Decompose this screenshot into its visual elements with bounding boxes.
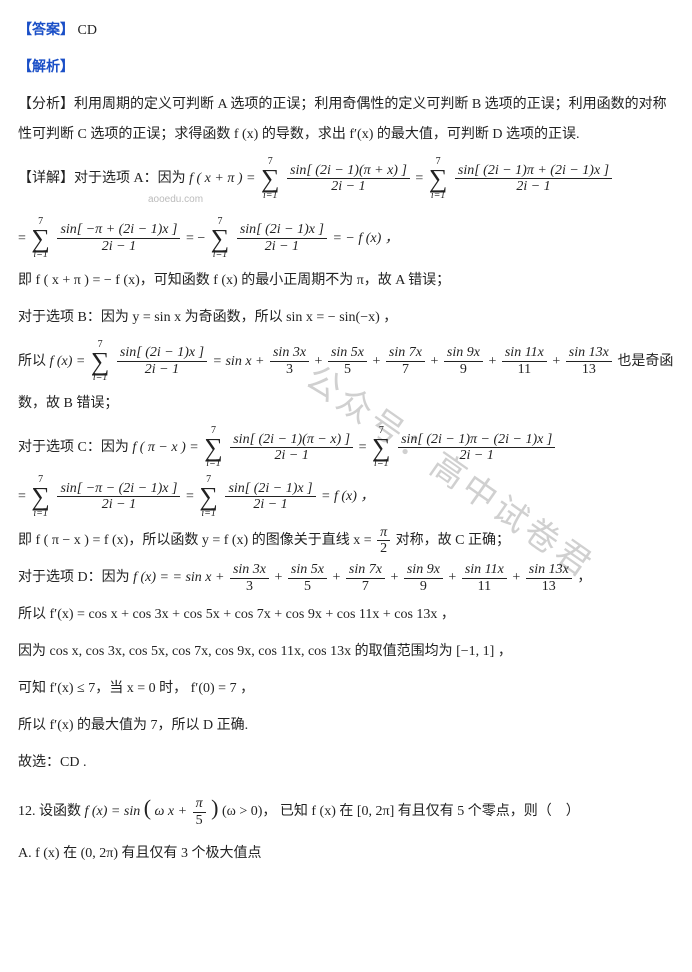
answer-value: CD [78,23,97,38]
frac-c4: sin[ (2i − 1)x ]2i − 1 [225,481,315,513]
xiangjie-label: 【详解】 [18,171,74,186]
q12-option-a: A. f (x) 在 (0, 2π) 有且仅有 3 个极大值点 [18,839,674,870]
opt-d-deriv: 所以 f′(x) = cos x + cos 3x + cos 5x + cos… [18,600,674,631]
sum-icon: 7∑i=1 [31,475,50,518]
opt-b-lead: 对于选项 B：因为 y = sin x 为奇函数，所以 sin x = − si… [18,303,674,334]
opt-a-lead: 对于选项 A：因为 [74,171,189,186]
opt-c-conclusion: 即 f ( π − x ) = f (x)，所以函数 y = f (x) 的图像… [18,525,674,557]
opt-a-lhs: f ( x + π ) = [189,171,255,186]
answer-line: 【答案】 CD [18,16,674,47]
sum-icon: 7∑i=1 [199,475,218,518]
opt-a-tail: = − f (x) ， [332,231,398,246]
sum-icon: 7∑i=1 [91,340,110,383]
option-a-line1: 【详解】对于选项 A：因为 f ( x + π ) = 7∑i=1 sin[ (… [18,157,674,200]
option-c-line2: = 7∑i=1 sin[ −π − (2i − 1)x ]2i − 1 = 7∑… [18,475,674,518]
fenxi-block: 【分析】利用周期的定义可判断 A 选项的正误；利用奇偶性的定义可判断 B 选项的… [18,90,674,152]
opt-b-conclusion: 数，故 B 错误； [18,389,674,420]
opt-d-lead: 对于选项 D：因为 f (x) = = sin x + sin 3x3 + si… [18,562,674,594]
final-answer: 故选：CD . [18,748,674,779]
answer-label: 【答案】 [18,23,74,38]
opt-a-conclusion: 即 f ( x + π ) = − f (x)，可知函数 f (x) 的最小正周… [18,266,674,297]
sum-icon: 7∑i=1 [204,426,223,469]
sum-icon: 7∑i=1 [211,217,230,260]
frac-a3: sin[ −π + (2i − 1)x ]2i − 1 [57,222,180,254]
frac-c1: sin[ (2i − 1)(π − x) ]2i − 1 [230,432,353,464]
opt-d-range: 因为 cos x, cos 3x, cos 5x, cos 7x, cos 9x… [18,637,674,668]
jiexi-label: 【解析】 [18,53,674,84]
opt-d-bound: 可知 f′(x) ≤ 7，当 x = 0 时， f′(0) = 7 ， [18,674,674,705]
sum-icon: 7∑i=1 [31,217,50,260]
sum-icon: 7∑i=1 [372,426,391,469]
frac-a4: sin[ (2i − 1)x ]2i − 1 [237,222,327,254]
frac-a2: sin[ (2i − 1)π + (2i − 1)x ]2i − 1 [455,163,612,195]
frac-c2: sin[ (2i − 1)π − (2i − 1)x ]2i − 1 [398,432,555,464]
frac-c3: sin[ −π − (2i − 1)x ]2i − 1 [57,481,180,513]
frac-a1: sin[ (2i − 1)(π + x) ]2i − 1 [287,163,410,195]
sum-icon: 7∑i=1 [429,157,448,200]
fenxi-label: 【分析】 [18,97,74,112]
opt-b-expand: 所以 f (x) = 7∑i=1 sin[ (2i − 1)x ]2i − 1 … [18,340,674,383]
frac-b: sin[ (2i − 1)x ]2i − 1 [117,345,207,377]
sum-icon: 7∑i=1 [261,157,280,200]
opt-d-conclusion: 所以 f′(x) 的最大值为 7，所以 D 正确. [18,711,674,742]
fenxi-text: 利用周期的定义可判断 A 选项的正误；利用奇偶性的定义可判断 B 选项的正误；利… [18,97,667,143]
option-a-line2: = 7∑i=1 sin[ −π + (2i − 1)x ]2i − 1 = − … [18,217,674,260]
option-c-line1: 对于选项 C：因为 f ( π − x ) = 7∑i=1 sin[ (2i −… [18,426,674,469]
q12: 12. 设函数 f (x) = sin ( ω x + π5 ) (ω > 0)… [18,784,674,832]
